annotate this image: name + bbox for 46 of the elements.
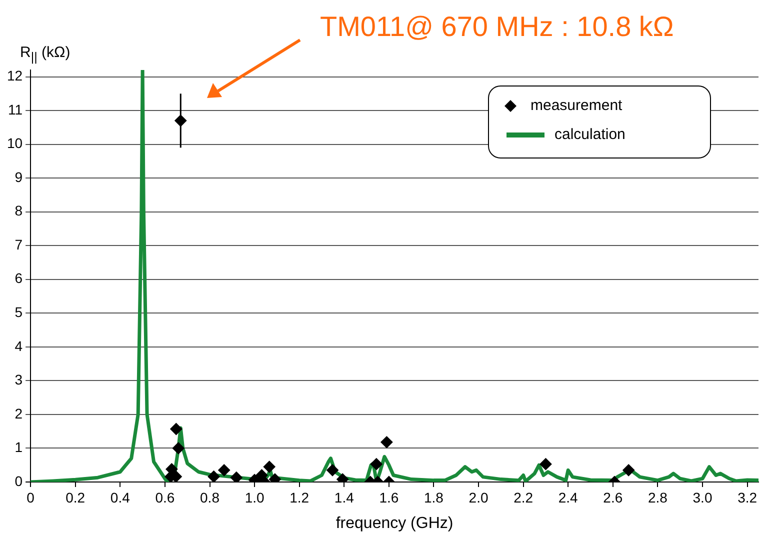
x-tick-label: 1.4 xyxy=(334,489,354,506)
x-tick-label: 0.2 xyxy=(66,489,86,506)
point xyxy=(622,464,635,476)
y-tick-label: 11 xyxy=(8,101,23,118)
point xyxy=(370,458,382,470)
x-tick-label: 1.6 xyxy=(379,489,399,506)
legend-label: calculation xyxy=(554,126,626,144)
point xyxy=(170,422,182,435)
y-tick-label: 3 xyxy=(14,372,23,388)
x-axis-title: frequency (GHz) xyxy=(336,514,454,532)
x-tick-label: 1.8 xyxy=(424,489,444,506)
y-tick-label: 8 xyxy=(14,202,23,219)
point xyxy=(218,464,230,476)
point xyxy=(380,436,393,448)
x-tick-label: 2.8 xyxy=(648,489,668,506)
y-tick-label: 7 xyxy=(14,236,23,252)
y-tick-label: 0 xyxy=(14,472,23,489)
y-tick-label: 2 xyxy=(14,405,23,422)
x-tick-label: 0 xyxy=(26,489,35,506)
x-tick-label: 1.0 xyxy=(244,489,264,506)
x-tick-label: 0.6 xyxy=(155,489,175,506)
y-tick-label: 9 xyxy=(14,168,23,185)
legend-label: measurement xyxy=(530,97,624,114)
y-tick-label: 1 xyxy=(14,439,23,456)
x-tick-label: 2.2 xyxy=(514,489,534,506)
y-tick-label: 5 xyxy=(14,304,23,320)
point xyxy=(172,442,184,454)
x-tick-label: 2.0 xyxy=(468,489,488,506)
x-tick-label: 3.2 xyxy=(738,489,758,506)
point xyxy=(326,464,338,476)
x-tick-label: 3.0 xyxy=(692,489,712,506)
y-axis-title: R$_{||}$ (kΩ) xyxy=(20,44,70,64)
y-tick-label: 6 xyxy=(14,270,23,286)
y-tick-label: 12 xyxy=(6,68,23,84)
y-tick-label: 4 xyxy=(14,338,23,354)
point xyxy=(263,460,276,473)
x-tick-label: 2.4 xyxy=(558,489,578,506)
point xyxy=(230,472,242,482)
x-tick-label: 1.2 xyxy=(290,489,310,506)
x-tick-label: 0.4 xyxy=(110,489,130,506)
text: TM011@ 670 MHz : 10.8 kΩ xyxy=(320,11,674,42)
x-tick-label: 0.8 xyxy=(200,489,220,506)
point xyxy=(208,470,220,482)
point xyxy=(540,458,552,470)
y-tick-label: 10 xyxy=(6,135,23,152)
x-tick-label: 2.6 xyxy=(603,489,623,506)
